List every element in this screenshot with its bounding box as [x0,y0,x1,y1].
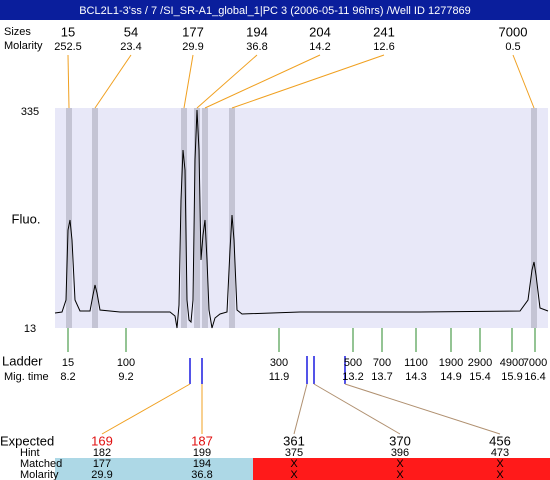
peak-band [194,108,200,328]
ladder-size: 4900 [500,357,524,369]
peak-molarity: 0.5 [505,41,520,53]
ladder-size: 2900 [468,357,492,369]
expected-hint: 396 [391,447,409,459]
expected-hint: 182 [93,447,111,459]
peak-band [181,108,187,328]
expected-molarity: X [496,469,504,480]
peak-band [202,108,208,328]
connector [313,383,401,435]
expected-expected: 456 [489,433,511,448]
peak-connector [94,54,132,109]
peak-molarity: 12.6 [373,41,394,53]
mig-time: 9.2 [118,371,133,383]
expected-molarity: 29.9 [91,469,112,480]
expected-matched: X [496,458,504,470]
y-bottom-label: 13 [24,323,36,335]
peak-band [92,108,98,328]
row-label: Molarity [20,469,59,480]
ladder-size: 7000 [523,357,547,369]
peak-connector [67,54,70,109]
unmatched-bg [253,458,550,480]
title: BCL2L1-3'ss / 7 /SI_SR-A1_global_1|PC 3 … [79,5,471,17]
connector [101,383,191,435]
expected-hint: 473 [491,447,509,459]
mig-time-label: Mig. time [4,371,49,383]
connector [344,383,501,435]
molarity-label: Molarity [4,40,43,52]
mig-time: 16.4 [524,371,545,383]
trace [54,109,549,329]
expected-matched: X [396,458,404,470]
peak-connector [196,54,258,109]
markers [189,356,346,384]
peak-molarity: 252.5 [54,41,82,53]
expected-molarity: X [396,469,404,480]
expected-expected: 361 [283,433,305,448]
mig-time: 11.9 [269,371,290,383]
ladder-label: Ladder [2,353,43,368]
peak-band [531,108,537,328]
peak-size: 7000 [499,24,528,39]
expected-molarity: 36.8 [191,469,212,480]
peak-size: 194 [246,24,268,39]
matched-bg [55,458,253,480]
expected-hint: 199 [193,447,211,459]
peak-band [66,108,72,328]
expected-expected: 370 [389,433,411,448]
plot-area [55,108,548,328]
mig-time: 13.7 [371,371,392,383]
row-label: Hint [20,447,40,459]
peak-size: 15 [61,24,75,39]
expected-connectors [101,383,501,435]
expected-expected: 187 [191,433,213,448]
peak-molarity: 36.8 [246,41,267,53]
ladder-size: 1100 [404,357,428,369]
title-bar [0,0,550,20]
mig-time: 14.3 [405,371,426,383]
mig-time: 8.2 [60,371,75,383]
connector [293,383,308,435]
expected-hint: 375 [285,447,303,459]
mig-time: 13.2 [342,371,363,383]
mig-time: 14.9 [440,371,461,383]
mig-time: 15.9 [501,371,522,383]
sizes-label: Sizes [4,26,31,38]
row-label: Expected [0,433,54,448]
expected-matched: X [290,458,298,470]
peak-size: 241 [373,24,395,39]
ladder-size: 100 [117,357,135,369]
ladder-size: 300 [270,357,288,369]
expected-matched: 177 [93,458,111,470]
ladder-size: 15 [62,357,74,369]
peak-connector [231,54,385,109]
expected-expected: 169 [91,433,113,448]
ladder-size: 1900 [439,357,463,369]
peak-size: 177 [182,24,204,39]
peak-size: 54 [124,24,138,39]
peak-connector [512,54,535,109]
peak-connector [204,54,321,109]
y-top-label: 335 [21,106,39,118]
peak-molarity: 23.4 [120,41,141,53]
peak-molarity: 14.2 [309,41,330,53]
expected-matched: 194 [193,458,211,470]
row-label: Matched [20,458,62,470]
expected-molarity: X [290,469,298,480]
y-axis-label: Fluo. [12,211,41,226]
mig-time: 15.4 [469,371,490,383]
peak-size: 204 [309,24,331,39]
ladder-size: 700 [373,357,391,369]
ladder-size: 500 [344,357,362,369]
peak-connector [183,54,194,109]
peak-molarity: 29.9 [182,41,203,53]
